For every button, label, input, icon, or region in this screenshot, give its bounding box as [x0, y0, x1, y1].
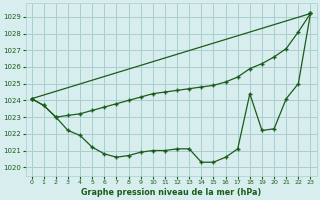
X-axis label: Graphe pression niveau de la mer (hPa): Graphe pression niveau de la mer (hPa): [81, 188, 261, 197]
